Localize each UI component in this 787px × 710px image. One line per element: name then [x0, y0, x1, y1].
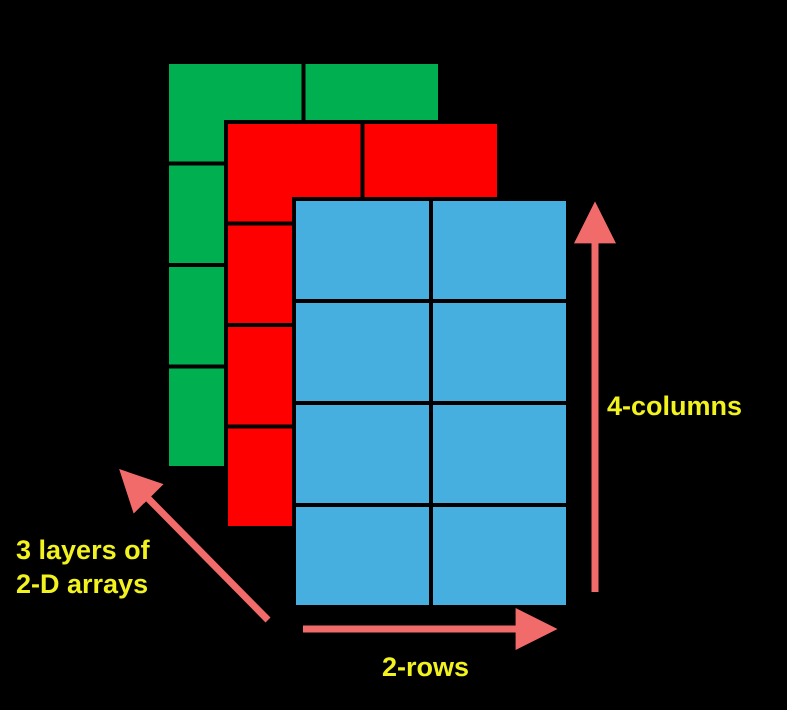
layers-label: 3 layers of 2-D arrays [16, 533, 150, 601]
front-layer-cell [429, 503, 570, 609]
front-layer-cell [292, 197, 433, 303]
layers-group [165, 60, 570, 609]
layers-arrow [119, 469, 271, 623]
front-layer-cell [292, 503, 433, 609]
front-layer-cell [292, 401, 433, 507]
front-layer-cell [429, 299, 570, 405]
rows-label: 2-rows [382, 652, 470, 682]
front-layer-cell [292, 299, 433, 405]
layers-label-line-1: 3 layers of [16, 535, 150, 565]
front-layer-cell [429, 197, 570, 303]
layers-label-line-2: 2-D arrays [16, 569, 149, 599]
arrows-group [119, 201, 616, 650]
columns-label: 4-columns [607, 391, 743, 421]
front-layer-cell [429, 401, 570, 507]
front-layer [292, 197, 570, 609]
